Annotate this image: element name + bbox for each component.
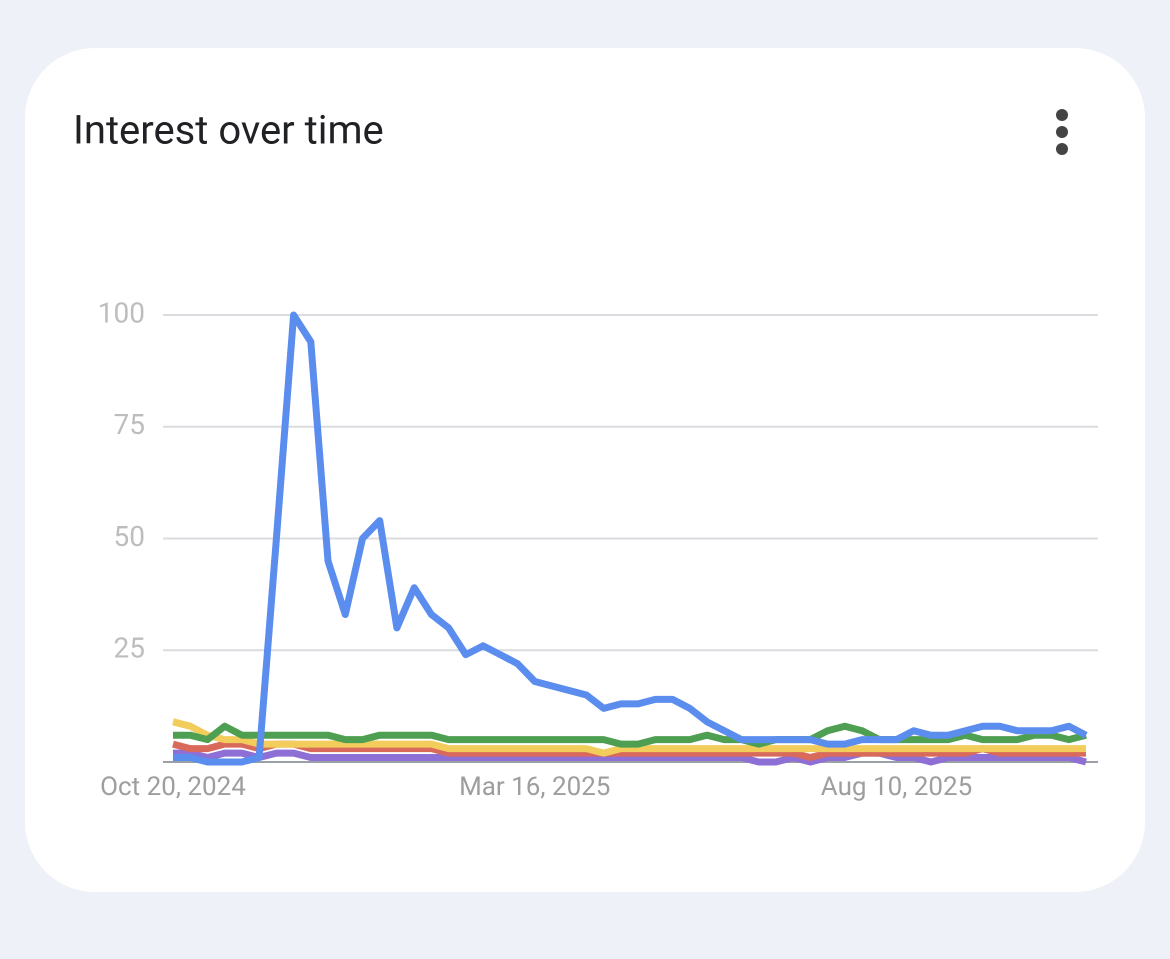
series-line — [173, 311, 1088, 766]
x-tick-label: Aug 10, 2025 — [821, 772, 972, 802]
y-tick-label: 100 — [98, 296, 145, 329]
y-tick-label: 50 — [114, 520, 145, 553]
series-line — [173, 722, 1087, 748]
y-tick-label: 75 — [114, 408, 145, 441]
menu-dot[interactable] — [1056, 143, 1068, 155]
series-line — [172, 718, 1086, 757]
series-line — [173, 749, 1087, 766]
series-line — [172, 740, 1086, 761]
menu-button[interactable] — [1056, 109, 1068, 155]
chart-title: Interest over time — [73, 107, 384, 154]
card — [25, 48, 1145, 892]
x-tick-label: Mar 16, 2025 — [459, 772, 610, 802]
x-tick-label: Oct 20, 2024 — [100, 772, 246, 802]
y-tick-label: 25 — [114, 632, 145, 665]
menu-dot[interactable] — [1056, 126, 1068, 138]
menu-dot[interactable] — [1056, 109, 1068, 121]
